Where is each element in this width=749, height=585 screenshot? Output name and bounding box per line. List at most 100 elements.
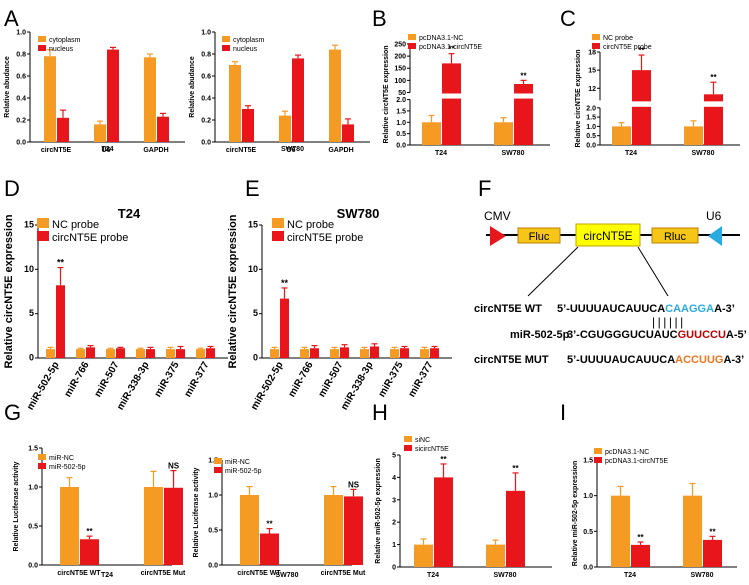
- zoom-line-left: [527, 246, 579, 297]
- y-tick-label: 1.0: [396, 120, 406, 127]
- rluc-box: [651, 227, 699, 244]
- legend-label: circNT5E probe: [52, 232, 128, 244]
- chart-g1: 0.0 0.5 1.0 1.5 Relative Luciferase activity…: [13, 446, 186, 580]
- y-tick-label: 0.4: [16, 96, 26, 103]
- bar: [94, 124, 106, 142]
- y-axis-label: Relative Luciferase activity: [13, 461, 20, 551]
- chart-c: 0.0 0.5 1.0 1.5 2.0 12 15 18 Relative circNT5E e…: [575, 34, 740, 157]
- wt-seq-end: A-3’: [714, 303, 735, 315]
- bar: [390, 349, 399, 358]
- y-tick-label: 1.0: [16, 30, 26, 37]
- chart-subtitle: T24: [101, 146, 113, 153]
- wt-label: circNT5E WT: [474, 303, 542, 315]
- bar: [80, 539, 99, 565]
- mut-seq-end: A-3’: [723, 354, 744, 366]
- y-tick-label: 10: [248, 264, 258, 274]
- wt-sequence: 5’-UUUUAUCAUUCACAAGGAA-3’: [557, 303, 735, 315]
- chart-subtitle: SW780: [276, 572, 299, 579]
- legend-swatch: [592, 43, 600, 49]
- x-tick-label: circNT5E Mut: [141, 570, 186, 577]
- x-tick-label: T24: [624, 572, 636, 579]
- bar: [116, 348, 125, 358]
- x-tick-label: miR-502-5p: [25, 360, 61, 412]
- legend-label: miR-NC: [49, 455, 74, 462]
- wt-seq-site: CAAGGA: [665, 303, 714, 315]
- x-tick-label: miR-507: [317, 360, 346, 400]
- mut-label: circNT5E MUT: [474, 354, 549, 366]
- bar: [242, 109, 254, 142]
- y-tick-label: 0.0: [201, 140, 211, 147]
- circnt5e-box: [575, 223, 641, 247]
- bar: [683, 495, 702, 567]
- y-tick-label: 0.0: [586, 143, 596, 150]
- bar: [292, 58, 304, 142]
- y-tick-label: 0.5: [583, 529, 593, 536]
- y-tick-label: 1.0: [583, 493, 593, 500]
- legend-label: pcDNA3.1-circNT5E: [419, 44, 482, 51]
- x-tick-label: GAPDH: [328, 147, 353, 154]
- bar: [632, 70, 651, 145]
- bar: [229, 65, 241, 142]
- panel-letter-g: G: [4, 400, 21, 425]
- x-tick-label: circNT5E: [41, 147, 72, 154]
- legend-label: NC probe: [287, 219, 334, 231]
- y-tick-label: 1.0: [28, 485, 38, 492]
- mut-sequence: 5’-UUUUAUCAUUCAACCUUGA-3’: [567, 354, 744, 366]
- bar: [166, 349, 175, 358]
- y-tick-label: 2.0: [586, 105, 596, 112]
- y-tick-label: 1.5: [28, 446, 38, 453]
- bar: [340, 347, 349, 358]
- legend-swatch: [272, 218, 284, 228]
- bar: [342, 124, 354, 142]
- binding-sequences: circNT5E WT 5’-UUUUAUCAUUCACAAGGAA-3’ ||…: [474, 303, 747, 366]
- y-tick-label: 0.2: [201, 118, 211, 125]
- x-tick-label: miR-377: [183, 360, 212, 400]
- bar: [324, 495, 343, 565]
- legend-label: NC probe: [52, 219, 99, 231]
- legend-swatch: [37, 218, 49, 228]
- y-tick-label: 15: [24, 220, 34, 230]
- bar: [280, 298, 289, 358]
- x-tick-label: U6: [102, 147, 111, 154]
- bar: [240, 495, 259, 565]
- bar: [442, 63, 461, 145]
- bar: [56, 285, 65, 358]
- chart-d: 0 5 10 15 Relative circNT5E expression ** miR-…: [3, 206, 228, 412]
- y-axis-label: Relative abudance: [189, 56, 196, 118]
- bar: [360, 349, 369, 358]
- y-tick-label: 250: [394, 42, 406, 49]
- significance-label: **: [512, 464, 519, 473]
- panel-letter-b: B: [372, 6, 387, 31]
- y-tick-label: 0.0: [396, 143, 406, 150]
- mir-seq-start: 3’-CGUGGGUCUAUC: [567, 329, 678, 341]
- fluc-label: Fluc: [529, 231, 550, 243]
- x-tick-label: miR-338-3p: [339, 360, 375, 412]
- y-axis-label: Relative circNT5E expression: [227, 214, 239, 368]
- legend-label: NC probe: [603, 35, 633, 42]
- y-tick-label: 0.0: [208, 563, 218, 570]
- y-tick-label: 1.5: [583, 458, 593, 465]
- legend-label: pcDNA3.1-NC: [419, 35, 463, 42]
- significance-label: **: [86, 527, 93, 536]
- y-tick-label: 5: [253, 308, 258, 318]
- y-tick-label: 2: [392, 520, 396, 527]
- x-tick-label: T24: [435, 150, 447, 157]
- legend-label: pcDNA3.1-NC: [605, 449, 649, 456]
- y-tick-label: 0.8: [16, 52, 26, 59]
- cmv-promoter-icon: [490, 226, 506, 246]
- y-tick-label: 0.5: [396, 131, 406, 138]
- y-tick-label: 1.0: [586, 124, 596, 131]
- legend-swatch: [222, 36, 230, 42]
- legend-swatch: [38, 454, 46, 460]
- bar: [330, 349, 339, 358]
- legend-label: circNT5E probe: [603, 44, 652, 51]
- legend-label: pcDNA3.1-circNT5E: [605, 458, 668, 465]
- legend-swatch: [408, 43, 416, 49]
- panel-letter-h: H: [372, 400, 388, 425]
- y-tick-label: 0.6: [201, 74, 211, 81]
- y-axis-label: Relative Luciferase activity: [193, 467, 200, 557]
- x-tick-label: miR-507: [93, 360, 122, 400]
- bar: [107, 49, 119, 142]
- chart-i: 0.0 0.5 1.0 1.5 Relative miR-502-5p expressi…: [572, 448, 737, 579]
- y-axis-label: Relative miR-502-5p expression: [572, 461, 579, 566]
